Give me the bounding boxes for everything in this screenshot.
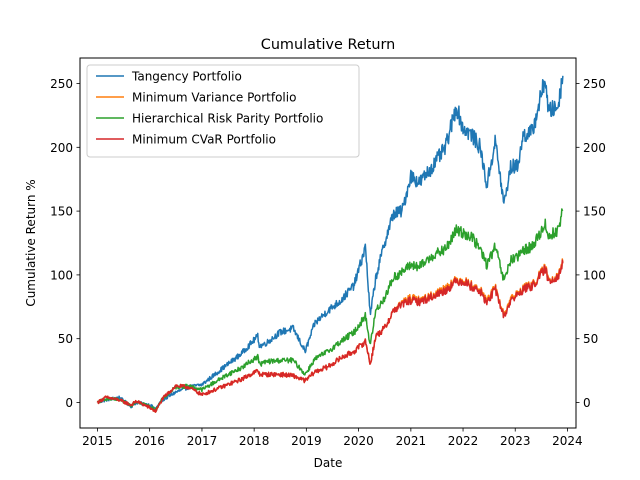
y-axis-right: 0 50 100 150 200 250 xyxy=(576,77,606,410)
y-right-tick-label: 100 xyxy=(583,268,606,282)
y-right-tick-label: 0 xyxy=(583,396,591,410)
y-axis-label: Cumulative Return % xyxy=(24,179,38,306)
legend-label: Minimum CVaR Portfolio xyxy=(132,133,276,147)
y-tick-label: 100 xyxy=(50,268,73,282)
x-tick-label: 2016 xyxy=(134,434,165,448)
legend-label: Hierarchical Risk Parity Portfolio xyxy=(132,112,323,126)
plot-frame xyxy=(79,57,577,429)
x-tick-label: 2021 xyxy=(396,434,427,448)
y-axis-left: 0 50 100 150 200 250 xyxy=(50,77,80,410)
x-axis-label: Date xyxy=(314,456,343,470)
x-tick-label: 2015 xyxy=(82,434,113,448)
x-tick-label: 2019 xyxy=(291,434,322,448)
x-tick-label: 2022 xyxy=(448,434,479,448)
y-tick-label: 50 xyxy=(58,332,73,346)
series-line-minimum-cvar-portfolio xyxy=(96,259,564,413)
legend-label: Minimum Variance Portfolio xyxy=(132,91,296,105)
x-axis: 2015 2016 2017 2018 2019 2020 2021 2022 2023 2024 xyxy=(82,428,583,448)
y-right-tick-label: 200 xyxy=(583,141,606,155)
x-tick-label: 2018 xyxy=(239,434,270,448)
y-right-tick-label: 50 xyxy=(583,332,598,346)
y-tick-label: 250 xyxy=(50,77,73,91)
x-tick-label: 2017 xyxy=(187,434,218,448)
chart-title: Cumulative Return xyxy=(261,37,395,53)
x-tick-label: 2024 xyxy=(552,434,583,448)
y-tick-label: 200 xyxy=(50,141,73,155)
y-tick-label: 0 xyxy=(65,396,73,410)
legend: Tangency Portfolio Minimum Variance Portf… xyxy=(86,64,360,158)
x-tick-label: 2020 xyxy=(343,434,374,448)
legend-box xyxy=(86,64,360,158)
y-right-tick-label: 250 xyxy=(583,77,606,91)
x-tick-label: 2023 xyxy=(500,434,531,448)
series-layer xyxy=(96,75,564,413)
y-tick-label: 150 xyxy=(50,205,73,219)
series-line-tangency-portfolio xyxy=(96,75,564,411)
y-right-tick-label: 150 xyxy=(583,205,606,219)
legend-label: Tangency Portfolio xyxy=(131,70,242,84)
